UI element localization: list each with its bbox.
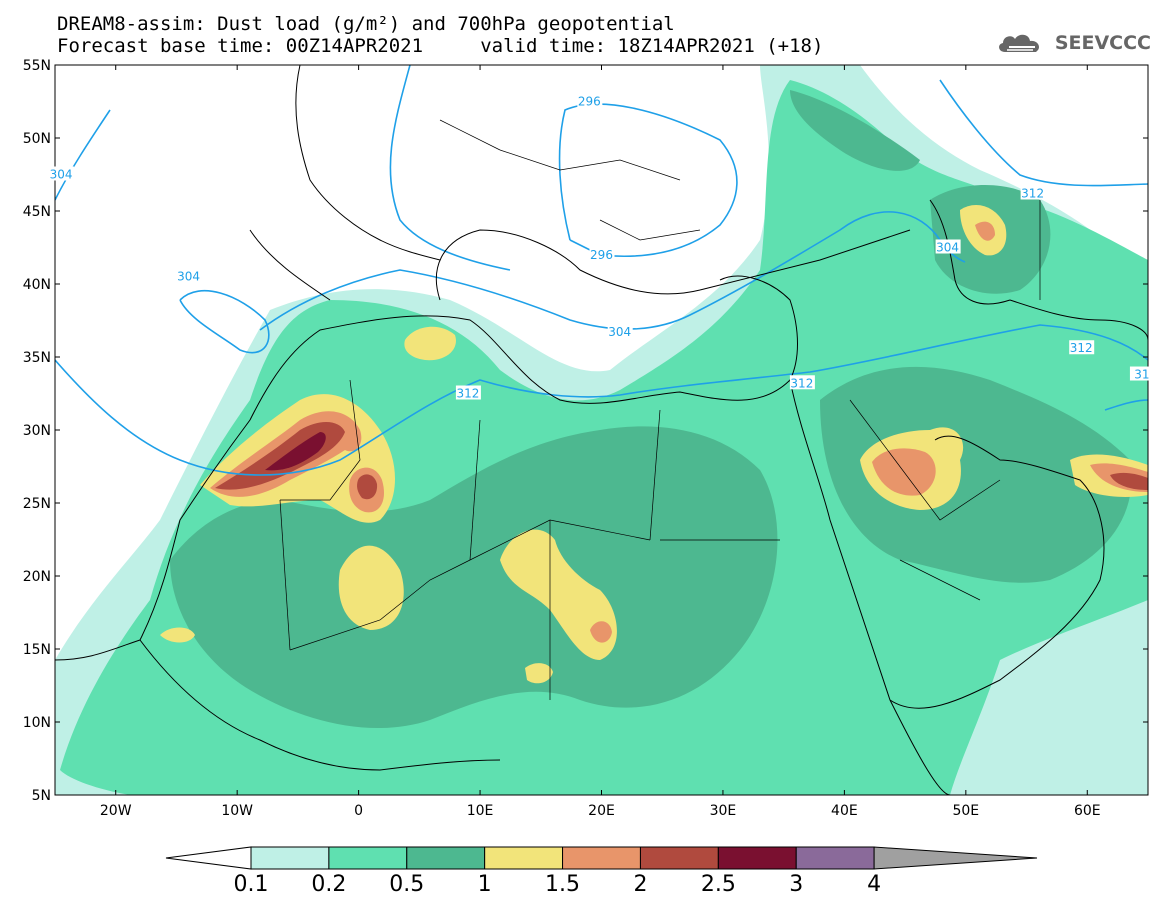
lon-tick-label: 20W	[100, 803, 132, 819]
dust-yellow-senegal	[160, 627, 195, 643]
lat-tick-label: 35N	[23, 350, 51, 366]
lon-tick-label: 20E	[588, 803, 615, 819]
lat-tick-label: 15N	[23, 642, 51, 658]
contour-label: 296	[590, 248, 613, 262]
colorbar: 0.1 0.2 0.5 1 1.5 2 2.5 3 4	[165, 846, 1038, 897]
contour-label-bg	[1129, 366, 1155, 381]
dust-yellow-libya	[404, 326, 456, 361]
lon-tick-label: 10W	[221, 803, 253, 819]
cloud-icon	[998, 34, 1039, 52]
colorbar-swatch	[639, 846, 719, 870]
contour-label-bg	[455, 385, 481, 400]
colorbar-arrow-right	[873, 846, 1038, 870]
contour-label: 312	[1021, 186, 1044, 200]
lat-tick-label: 55N	[23, 58, 51, 74]
lon-tick-label: 40E	[831, 803, 858, 819]
contour-labels: 304 304 296 296 304 312 312 304 312 312 31	[49, 93, 1155, 401]
colorbar-label: 2.5	[701, 872, 736, 897]
colorbar-label: 0.1	[234, 872, 269, 897]
lat-tick-label: 40N	[23, 277, 51, 293]
dust-orange-caspian	[975, 221, 995, 241]
dust-field	[55, 65, 1148, 795]
colorbar-swatch	[406, 846, 486, 870]
contour-label-bg	[1020, 185, 1046, 200]
lon-tick-label: 0	[354, 803, 363, 819]
colorbar-label: 0.2	[311, 872, 346, 897]
dust-band-high-north	[790, 90, 920, 171]
lon-tick-label: 30E	[710, 803, 737, 819]
lat-tick-label: 5N	[32, 788, 51, 804]
contour-label-bg	[607, 324, 633, 339]
seevccc-logo: SEEVCCC	[995, 30, 1151, 56]
dust-yellow-sahel	[525, 663, 553, 684]
colorbar-label: 3	[789, 872, 803, 897]
contour-label: 304	[936, 241, 959, 255]
contour-label: 304	[608, 325, 631, 339]
lon-tick-label: 10E	[467, 803, 494, 819]
colorbar-swatch	[717, 846, 797, 870]
colorbar-swatch	[562, 846, 641, 870]
contour-label: 312	[456, 387, 479, 401]
lat-tick-label: 25N	[23, 496, 51, 512]
contour-label: 31	[1134, 368, 1149, 382]
colorbar-swatch	[328, 846, 408, 870]
lon-tick-label: 50E	[952, 803, 979, 819]
colorbar-label: 1.5	[545, 872, 580, 897]
contour-label-bg	[589, 246, 615, 261]
lat-tick-label: 20N	[23, 569, 51, 585]
contour-label: 312	[1070, 341, 1093, 355]
contour-label: 296	[578, 95, 601, 109]
contour-label: 312	[790, 376, 813, 390]
lat-tick-label: 45N	[23, 204, 51, 220]
contour-label-bg	[789, 375, 815, 390]
dust-red-algeria	[357, 474, 378, 500]
colorbar-label: 4	[867, 872, 881, 897]
dust-red-iran	[1110, 472, 1148, 490]
dust-orange-chad	[590, 621, 612, 643]
contour-label-bg	[577, 93, 603, 108]
dust-band-high	[170, 426, 778, 729]
colorbar-swatch	[484, 846, 564, 870]
map-title: DREAM8-assim: Dust load (g/m²) and 700hP…	[57, 13, 675, 35]
colorbar-label: 1	[478, 872, 492, 897]
colorbar-label: 2	[633, 872, 647, 897]
dust-maroon-atlas	[265, 432, 326, 471]
lat-tick-label: 10N	[23, 715, 51, 731]
contour-label-bg	[1069, 340, 1095, 355]
lon-tick-label: 60E	[1074, 803, 1101, 819]
contour-label-bg	[49, 166, 75, 181]
borders	[279, 119, 1041, 700]
lat-tick-label: 50N	[23, 131, 51, 147]
contour-label-bg	[176, 268, 202, 283]
logo-text: SEEVCCC	[1054, 32, 1151, 54]
colorbar-arrow-left	[165, 846, 252, 870]
forecast-time-line: Forecast base time: 00Z14APR2021 valid t…	[57, 35, 824, 57]
dust-yellow-algeria	[338, 545, 404, 630]
contour-label: 304	[177, 270, 200, 284]
dust-yellow-chad	[500, 529, 617, 660]
colorbar-label: 0.5	[389, 872, 424, 897]
contour-label-bg	[935, 239, 961, 254]
lat-tick-label: 30N	[23, 423, 51, 439]
dust-band-high-east	[820, 366, 1132, 583]
contour-label: 304	[50, 168, 73, 182]
colorbar-swatch	[795, 846, 875, 870]
colorbar-swatch	[250, 846, 330, 870]
axis-ticks: 20W 10W 0 10E 20E 30E 40E 50E 60E 55N 50N 45N 40N 35N…	[23, 58, 1148, 819]
